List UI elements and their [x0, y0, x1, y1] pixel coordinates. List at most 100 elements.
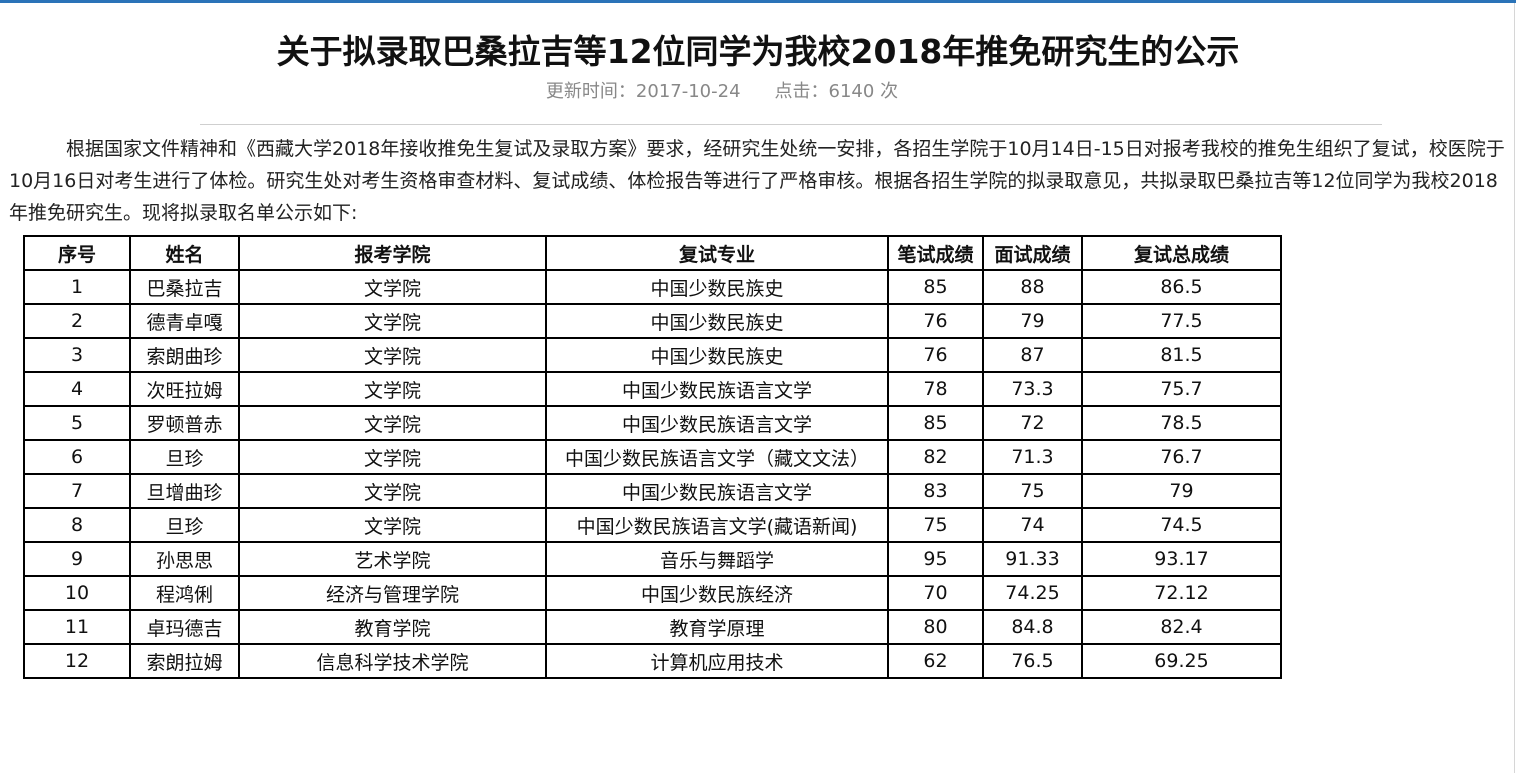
click-count-unit: 次 [880, 81, 899, 102]
header-interview-score: 面试成绩 [982, 235, 1083, 271]
cell-written-score: 62 [887, 643, 984, 679]
cell-major: 中国少数民族语言文学 [545, 405, 889, 441]
cell-major: 中国少数民族语言文学（藏文文法） [545, 439, 889, 475]
cell-written-score: 80 [887, 609, 984, 645]
cell-written-score: 75 [887, 507, 984, 543]
header-total-score: 复试总成绩 [1081, 235, 1282, 271]
cell-name: 旦增曲珍 [129, 473, 240, 509]
table-row: 8 旦珍 文学院 中国少数民族语言文学(藏语新闻) 75 74 74.5 [23, 507, 1282, 543]
cell-college: 文学院 [238, 507, 547, 543]
cell-major: 中国少数民族语言文学(藏语新闻) [545, 507, 889, 543]
cell-major: 中国少数民族史 [545, 337, 889, 373]
table-row: 5 罗顿普赤 文学院 中国少数民族语言文学 85 72 78.5 [23, 405, 1282, 441]
table-row: 1 巴桑拉吉 文学院 中国少数民族史 85 88 86.5 [23, 269, 1282, 305]
table-row: 11 卓玛德吉 教育学院 教育学原理 80 84.8 82.4 [23, 609, 1282, 645]
table-row: 4 次旺拉姆 文学院 中国少数民族语言文学 78 73.3 75.7 [23, 371, 1282, 407]
cell-name: 程鸿俐 [129, 575, 240, 611]
cell-index: 2 [23, 303, 131, 339]
cell-written-score: 70 [887, 575, 984, 611]
cell-name: 罗顿普赤 [129, 405, 240, 441]
cell-college: 文学院 [238, 269, 547, 305]
cell-written-score: 85 [887, 269, 984, 305]
cell-total-score: 81.5 [1081, 337, 1282, 373]
article-meta: 更新时间：2017-10-24 点击：6140 次 [0, 79, 1444, 105]
header-index: 序号 [23, 235, 131, 271]
cell-total-score: 82.4 [1081, 609, 1282, 645]
cell-name: 孙思思 [129, 541, 240, 577]
cell-college: 文学院 [238, 405, 547, 441]
table-row: 6 旦珍 文学院 中国少数民族语言文学（藏文文法） 82 71.3 76.7 [23, 439, 1282, 475]
cell-index: 10 [23, 575, 131, 611]
cell-total-score: 86.5 [1081, 269, 1282, 305]
cell-major: 中国少数民族史 [545, 303, 889, 339]
cell-major: 中国少数民族语言文学 [545, 371, 889, 407]
cell-interview-score: 72 [982, 405, 1083, 441]
cell-name: 卓玛德吉 [129, 609, 240, 645]
cell-index: 4 [23, 371, 131, 407]
cell-name: 旦珍 [129, 507, 240, 543]
title-divider [200, 124, 1382, 125]
table-row: 3 索朗曲珍 文学院 中国少数民族史 76 87 81.5 [23, 337, 1282, 373]
cell-written-score: 82 [887, 439, 984, 475]
cell-college: 信息科学技术学院 [238, 643, 547, 679]
cell-interview-score: 87 [982, 337, 1083, 373]
cell-index: 5 [23, 405, 131, 441]
cell-written-score: 85 [887, 405, 984, 441]
cell-major: 中国少数民族语言文学 [545, 473, 889, 509]
cell-college: 教育学院 [238, 609, 547, 645]
cell-college: 经济与管理学院 [238, 575, 547, 611]
cell-interview-score: 74.25 [982, 575, 1083, 611]
right-border [1514, 3, 1515, 773]
cell-college: 文学院 [238, 439, 547, 475]
cell-college: 文学院 [238, 473, 547, 509]
header-major: 复试专业 [545, 235, 889, 271]
table-row: 2 德青卓嘎 文学院 中国少数民族史 76 79 77.5 [23, 303, 1282, 339]
page-title: 关于拟录取巴桑拉吉等12位同学为我校2018年推免研究生的公示 [276, 32, 1240, 71]
cell-interview-score: 79 [982, 303, 1083, 339]
cell-college: 文学院 [238, 371, 547, 407]
cell-interview-score: 76.5 [982, 643, 1083, 679]
cell-total-score: 74.5 [1081, 507, 1282, 543]
cell-total-score: 78.5 [1081, 405, 1282, 441]
click-count-label: 点击： [774, 81, 829, 102]
cell-written-score: 76 [887, 303, 984, 339]
cell-index: 6 [23, 439, 131, 475]
cell-interview-score: 88 [982, 269, 1083, 305]
header-written-score: 笔试成绩 [887, 235, 984, 271]
header-college: 报考学院 [238, 235, 547, 271]
cell-major: 中国少数民族经济 [545, 575, 889, 611]
click-count-value: 6140 [828, 81, 875, 102]
cell-written-score: 83 [887, 473, 984, 509]
cell-major: 音乐与舞蹈学 [545, 541, 889, 577]
cell-name: 索朗拉姆 [129, 643, 240, 679]
cell-index: 1 [23, 269, 131, 305]
cell-written-score: 95 [887, 541, 984, 577]
cell-name: 索朗曲珍 [129, 337, 240, 373]
cell-total-score: 75.7 [1081, 371, 1282, 407]
table-row: 12 索朗拉姆 信息科学技术学院 计算机应用技术 62 76.5 69.25 [23, 643, 1282, 679]
cell-interview-score: 75 [982, 473, 1083, 509]
cell-name: 旦珍 [129, 439, 240, 475]
update-time-label: 更新时间： [545, 81, 636, 102]
cell-interview-score: 71.3 [982, 439, 1083, 475]
admission-table: 序号 姓名 报考学院 复试专业 笔试成绩 面试成绩 复试总成绩 1 巴桑拉吉 文学院… [23, 235, 1282, 679]
cell-total-score: 76.7 [1081, 439, 1282, 475]
cell-major: 教育学原理 [545, 609, 889, 645]
cell-total-score: 69.25 [1081, 643, 1282, 679]
cell-college: 艺术学院 [238, 541, 547, 577]
cell-total-score: 93.17 [1081, 541, 1282, 577]
cell-college: 文学院 [238, 337, 547, 373]
table-header-row: 序号 姓名 报考学院 复试专业 笔试成绩 面试成绩 复试总成绩 [23, 235, 1282, 271]
cell-major: 计算机应用技术 [545, 643, 889, 679]
table-body: 1 巴桑拉吉 文学院 中国少数民族史 85 88 86.5 2 德青卓嘎 文学院 中国少数民族史 76… [23, 269, 1282, 679]
cell-total-score: 72.12 [1081, 575, 1282, 611]
cell-name: 德青卓嘎 [129, 303, 240, 339]
table-row: 10 程鸿俐 经济与管理学院 中国少数民族经济 70 74.25 72.12 [23, 575, 1282, 611]
cell-college: 文学院 [238, 303, 547, 339]
top-accent-bar [0, 0, 1516, 3]
cell-interview-score: 84.8 [982, 609, 1083, 645]
cell-total-score: 79 [1081, 473, 1282, 509]
cell-written-score: 78 [887, 371, 984, 407]
cell-interview-score: 91.33 [982, 541, 1083, 577]
